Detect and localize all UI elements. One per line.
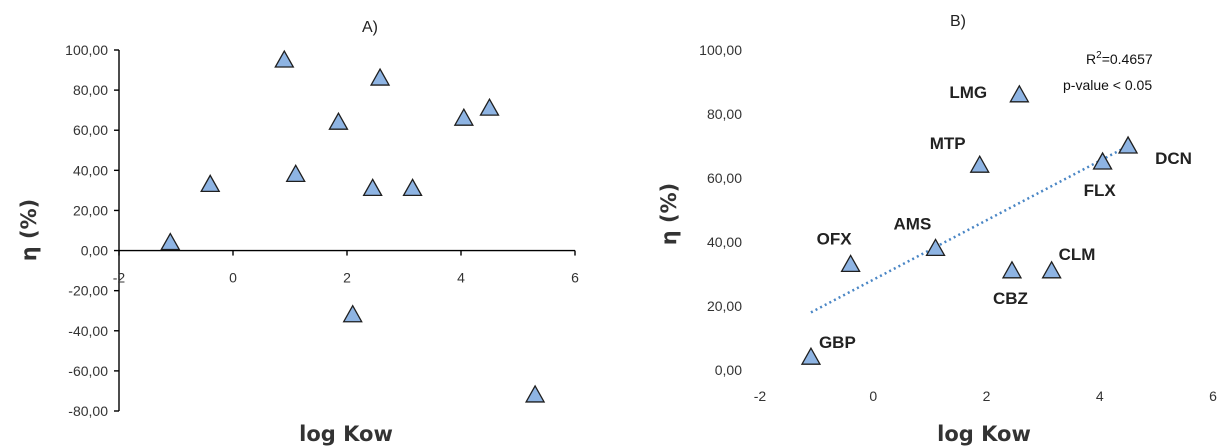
chart-a-y-tick-label: -60,00 (68, 363, 108, 379)
chart-b-point-label: OFX (817, 229, 853, 248)
chart-b-r2-annotation: R2=0.4657 (1086, 50, 1153, 67)
chart-b-point (840, 254, 861, 273)
chart-b-point (969, 154, 990, 173)
chart-b-point-label: MTP (930, 134, 966, 153)
chart-a-x-tick-label: 2 (343, 270, 351, 286)
chart-b-point (1041, 260, 1062, 279)
chart-a-y-tick-label: 60,00 (73, 122, 108, 138)
chart-b-point (1117, 135, 1139, 154)
chart-a-point (453, 107, 474, 126)
chart-a-x-tick-label: -2 (113, 270, 126, 286)
chart-a-point (200, 174, 221, 193)
chart-a-x-tick-label: 4 (457, 270, 465, 286)
chart-b-x-tick-label: 4 (1096, 388, 1104, 404)
chart-b-point (1009, 84, 1030, 103)
chart-a-point (362, 178, 383, 197)
chart-b-point-label: CLM (1059, 245, 1096, 264)
chart-b-y-tick-label: 40,00 (707, 234, 742, 250)
chart-b-point-label: DCN (1155, 149, 1192, 168)
chart-a-point (160, 232, 181, 251)
chart-a-y-axis-label: η (%) (17, 199, 41, 262)
chart-a-point (369, 67, 391, 86)
chart-a-point (342, 304, 363, 323)
chart-b-point-label: GBP (819, 333, 856, 352)
chart-b-x-tick-label: 2 (983, 388, 991, 404)
chart-b-y-tick-label: 100,00 (699, 42, 742, 58)
chart-b-point (1001, 260, 1023, 279)
chart-a-y-tick-label: 20,00 (73, 202, 108, 218)
chart-b-point-label: FLX (1084, 181, 1117, 200)
chart-a-y-tick-label: -80,00 (68, 403, 108, 419)
chart-b-point (925, 238, 946, 257)
chart-b-point-label: AMS (894, 214, 932, 233)
chart-b-point (800, 346, 822, 365)
chart-b-pvalue-annotation: p-value < 0.05 (1063, 77, 1152, 93)
chart-b-trendline (810, 144, 1129, 314)
chart-a-point (402, 178, 423, 197)
chart-b-y-tick-label: 20,00 (707, 298, 742, 314)
chart-a-x-tick-label: 0 (229, 270, 237, 286)
chart-a-point (479, 97, 500, 116)
chart-a-title: A) (362, 19, 378, 36)
chart-a-y-tick-label: 80,00 (73, 82, 108, 98)
chart-b-y-tick-label: 60,00 (707, 170, 742, 186)
chart-b-x-tick-label: 6 (1209, 388, 1217, 404)
chart-a-point (285, 164, 306, 182)
chart-a-y-tick-label: -40,00 (68, 323, 108, 339)
chart-a-point (524, 384, 546, 403)
chart-b-x-tick-label: 0 (869, 388, 877, 404)
chart-a-point (328, 111, 349, 130)
chart-b-y-tick-label: 0,00 (715, 362, 742, 378)
chart-a: A) 100,00 80,00 60,00 40,00 20,00 0,00 -20,00 -4… (17, 19, 579, 446)
chart-b-y-tick-label: 80,00 (707, 106, 742, 122)
chart-a-y-tick-label: 100,00 (65, 42, 108, 58)
chart-b-point-label: CBZ (993, 289, 1028, 308)
chart-b-point (1092, 151, 1113, 170)
chart-b-x-tick-label: -2 (754, 388, 767, 404)
chart-b: B) 100,00 80,00 60,00 40,00 20,00 0,00 -2 0 2 4 6 lo… (657, 13, 1217, 446)
chart-a-y-tick-label: 40,00 (73, 162, 108, 178)
chart-b-x-axis-label: log Kow (937, 422, 1031, 446)
chart-a-y-tick-label: 0,00 (81, 243, 108, 259)
chart-a-point (274, 49, 295, 68)
chart-b-title: B) (950, 13, 966, 30)
chart-a-y-tick-label: -20,00 (68, 283, 108, 299)
chart-a-x-tick-label: 6 (571, 270, 579, 286)
chart-a-x-axis-label: log Kow (299, 422, 393, 446)
chart-b-y-axis-label: η (%) (657, 183, 681, 246)
chart-b-point-label: LMG (949, 83, 987, 102)
